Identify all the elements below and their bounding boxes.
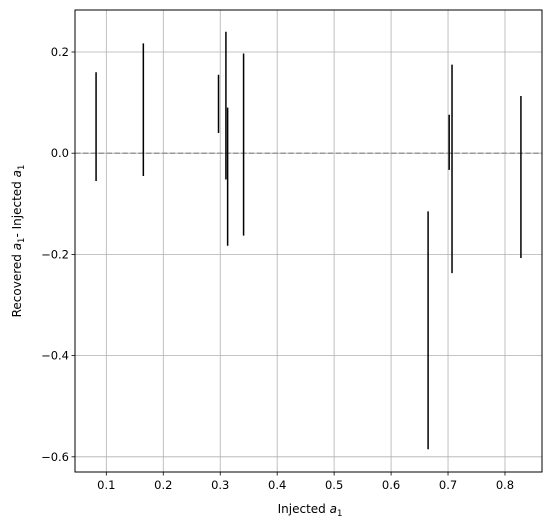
x-tick-label: 0.6 (382, 478, 400, 492)
x-tick-label: 0.4 (268, 478, 286, 492)
y-tick-label: −0.6 (41, 450, 69, 464)
y-tick-label: −0.2 (41, 247, 69, 261)
x-tick-label: 0.2 (154, 478, 172, 492)
y-axis-label: Recovered a1- Injected a1 (10, 165, 27, 318)
plot-frame (74, 9, 543, 473)
error-bars (95, 31, 522, 450)
y-axis-ticks: 0.2 0.0 −0.2 −0.4 −0.6 (41, 45, 75, 464)
x-axis-label: Injected a1 (278, 502, 343, 519)
x-tick-label: 0.3 (211, 478, 229, 492)
x-tick-label: 0.7 (439, 478, 457, 492)
y-tick-label: 0.0 (51, 146, 69, 160)
grid-lines (75, 10, 542, 472)
x-tick-label: 0.5 (325, 478, 343, 492)
x-tick-label: 0.8 (496, 478, 514, 492)
x-tick-label: 0.1 (97, 478, 115, 492)
y-tick-label: 0.2 (51, 45, 69, 59)
y-tick-label: −0.4 (41, 349, 69, 363)
x-axis-ticks: 0.1 0.2 0.3 0.4 0.5 0.6 0.7 0.8 (97, 472, 514, 492)
